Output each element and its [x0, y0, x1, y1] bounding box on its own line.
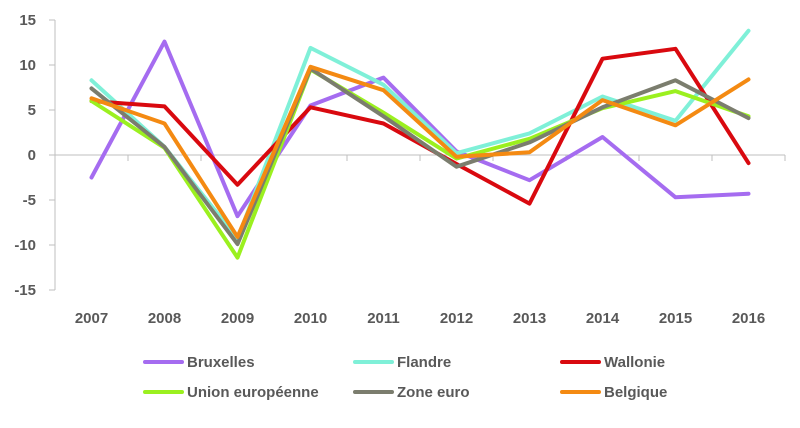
series-line-zone-euro [89, 66, 751, 247]
legend-label-belgique: Belgique [604, 384, 667, 401]
x-tick-label: 2011 [367, 310, 400, 327]
x-tick-label: 2009 [221, 310, 254, 327]
x-tick-label: 2008 [148, 310, 181, 327]
x-tick-label: 2014 [586, 310, 620, 327]
x-axis: 2007 2008 2009 2010 2011 2012 2013 2014 2015 2016 [54, 154, 786, 327]
plot-lines [89, 28, 751, 260]
legend-label-wallonie: Wallonie [604, 354, 665, 371]
x-tick-label: 2016 [732, 310, 765, 327]
legend-label-union-europ-enne: Union européenne [187, 384, 319, 401]
y-tick-label: 0 [28, 147, 36, 164]
x-tick-label: 2015 [659, 310, 692, 327]
legend-label-bruxelles: Bruxelles [187, 354, 255, 371]
x-tick-label: 2012 [440, 310, 473, 327]
series-line-union-europ-enne [89, 67, 751, 260]
y-tick-label: -5 [23, 192, 36, 209]
legend-label-flandre: Flandre [397, 354, 451, 371]
legend: Bruxelles Flandre Wallonie Union européenne… [143, 354, 667, 401]
x-tick-label: 2007 [75, 310, 108, 327]
y-tick-label: 10 [19, 57, 36, 74]
series-line-belgique [89, 64, 751, 239]
y-tick-label: -10 [14, 237, 36, 254]
legend-label-zone-euro: Zone euro [397, 384, 470, 401]
y-tick-label: -15 [14, 282, 36, 299]
y-axis: -15 -10 -5 0 5 10 15 [14, 12, 56, 299]
x-tick-label: 2010 [294, 310, 327, 327]
y-tick-label: 15 [19, 12, 36, 29]
y-tick-label: 5 [28, 102, 36, 119]
series-line-bruxelles [89, 39, 751, 219]
x-tick-label: 2013 [513, 310, 546, 327]
